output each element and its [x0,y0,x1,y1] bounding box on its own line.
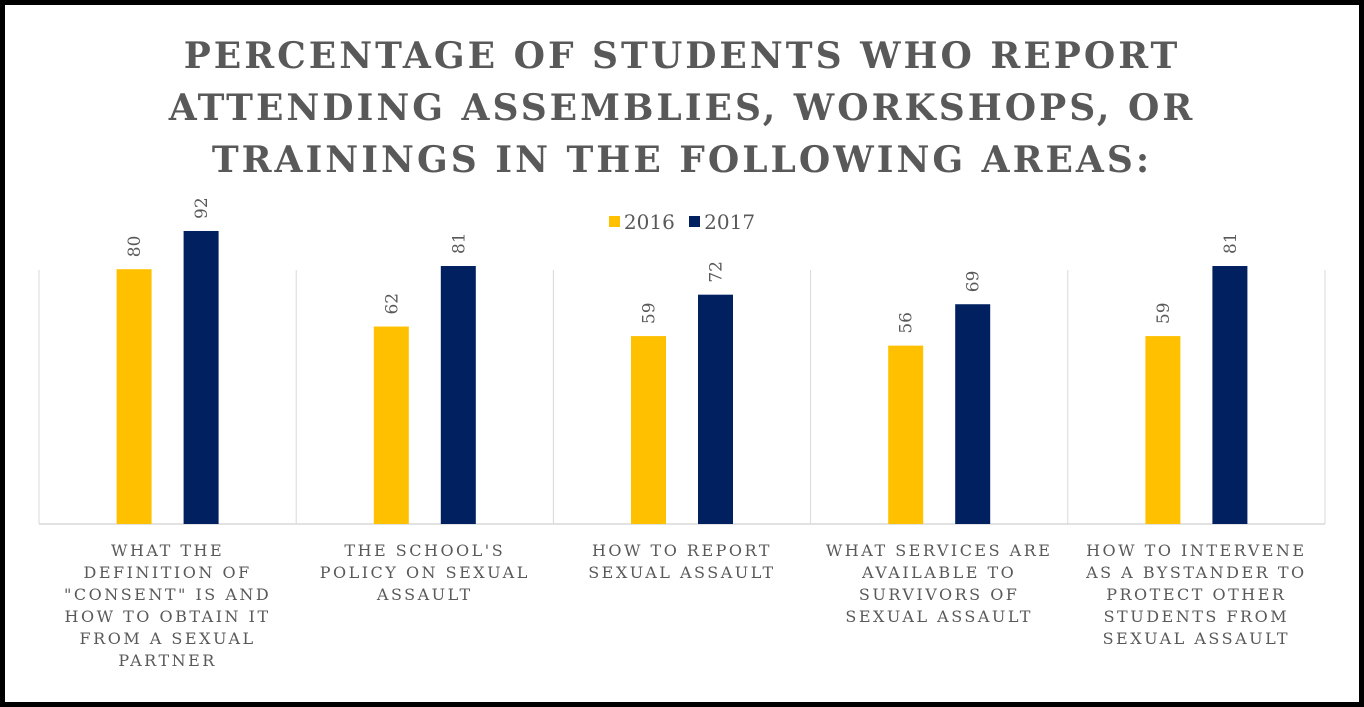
legend-item-2016: 2016 [608,209,675,234]
bar-2017 [955,304,991,524]
data-label-2017: 69 [964,271,984,293]
legend-label-2016: 2016 [623,209,675,234]
bar-2016 [373,326,409,524]
data-label-2017: 72 [707,261,727,283]
category-label: THE SCHOOL'S POLICY ON SEXUAL ASSAULT [319,541,530,604]
category-label: WHAT SERVICES ARE AVAILABLE TO SURVIVORS… [825,541,1053,626]
bar-2017 [183,230,219,525]
data-label-2017: 92 [192,197,212,219]
bar-2016 [631,336,666,524]
data-label-2016: 80 [125,236,145,258]
bar-2016 [1145,336,1181,524]
category-label: HOW TO INTERVENE AS A BYSTANDER TO PROTE… [1086,541,1307,648]
bar-2017 [440,266,476,524]
data-label-2016: 59 [640,302,660,324]
legend-swatch-2016 [608,216,620,227]
chart-title: PERCENTAGE OF STUDENTS WHO REPORT ATTEND… [168,35,1196,181]
data-label-2016: 59 [1154,302,1174,324]
data-label-2016: 56 [897,312,917,334]
legend: 2016 2017 [0,208,1364,234]
category-label: WHAT THE DEFINITION OF "CONSENT" IS AND … [63,541,272,670]
category-label: HOW TO REPORT SEXUAL ASSAULT [588,541,776,582]
legend-swatch-2017 [689,216,701,227]
data-label-2017: 81 [1221,232,1241,254]
legend-label-2017: 2017 [704,209,756,234]
bar-2016 [888,345,924,524]
legend-item-2017: 2017 [689,210,755,234]
data-label-2017: 81 [449,232,469,254]
bar-2016 [116,269,152,524]
category-labels: WHAT THE DEFINITION OF "CONSENT" IS AND … [39,540,1325,690]
bar-2017 [1212,266,1248,524]
data-label-2016: 62 [382,293,402,315]
bar-2017 [698,294,733,524]
